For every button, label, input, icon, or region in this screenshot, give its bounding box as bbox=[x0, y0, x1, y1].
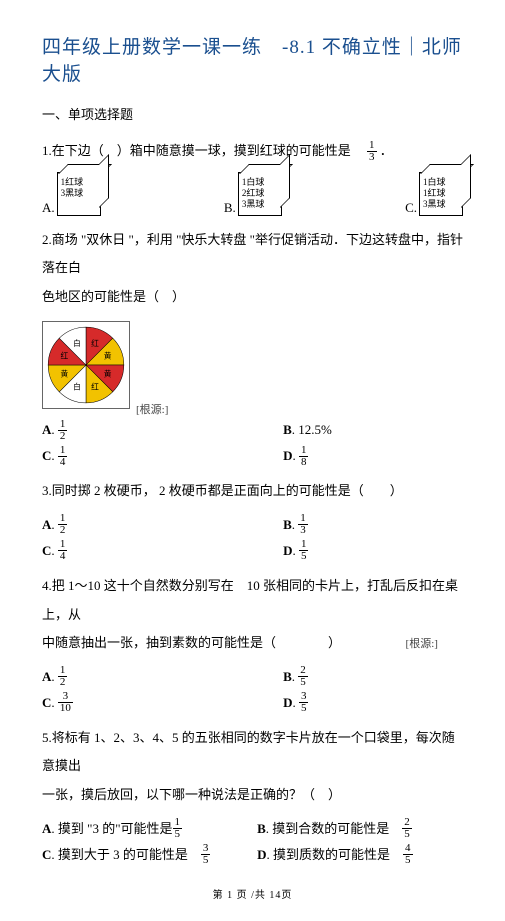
page-footer: 第 1 页 /共 14页 bbox=[42, 886, 463, 901]
q4-options: A. 12 B. 25 C. 310 D. 35 bbox=[42, 664, 463, 716]
q5-line2: 一张，摸后放回，以下哪一种说法是正确的？（ ） bbox=[42, 781, 463, 810]
svg-text:白: 白 bbox=[73, 338, 81, 348]
q1-option-b: B. 1白球2红球3黑球 bbox=[224, 172, 282, 216]
question-4: 4.把 1～10 这十个自然数分别写在 10 张相同的卡片上，打乱后反扣在桌上，… bbox=[42, 572, 463, 658]
q5-line1: 5.将标有 1、2、3、4、5 的五张相同的数字卡片放在一个口袋里，每次随意摸出 bbox=[42, 724, 463, 781]
q4-line2: 中随意抽出一张，抽到素数的可能性是（ ） bbox=[42, 635, 335, 650]
spinner-wheel: 红黄黄红白黄红白 bbox=[42, 321, 130, 409]
q4-line1: 4.把 1～10 这十个自然数分别写在 10 张相同的卡片上，打乱后反扣在桌上，… bbox=[42, 572, 463, 629]
q1-option-c: C. 1白球1红球3黑球 bbox=[405, 172, 463, 216]
q2-option-a: A. 12 bbox=[42, 417, 244, 443]
q3-options: A. 12 B. 13 C. 14 D. 15 bbox=[42, 512, 463, 564]
svg-text:红: 红 bbox=[91, 338, 99, 348]
cube-icon: 1白球1红球3黑球 bbox=[419, 172, 463, 216]
q2-option-d: D. 18 bbox=[244, 443, 446, 469]
q4-option-d: D. 35 bbox=[244, 690, 446, 716]
svg-text:黄: 黄 bbox=[104, 369, 112, 379]
question-2: 2.商场 "双休日 "，利用 "快乐大转盘 "举行促销活动．下边这转盘中，指针落… bbox=[42, 226, 463, 312]
q5-options: A. 摸到 "3 的"可能性是15 B. 摸到合数的可能性是 25 C. 摸到大… bbox=[42, 816, 463, 868]
q3-option-c: C. 14 bbox=[42, 538, 244, 564]
q4-option-c: C. 310 bbox=[42, 690, 244, 716]
svg-text:红: 红 bbox=[91, 382, 99, 392]
option-label: C. bbox=[405, 200, 417, 216]
section-heading: 一、单项选择题 bbox=[42, 104, 463, 123]
source-note: [根源:] bbox=[406, 638, 438, 650]
q2-options: A. 12 B. 12.5% C. 14 D. 18 bbox=[42, 417, 463, 469]
cube-icon: 1白球2红球3黑球 bbox=[238, 172, 282, 216]
q1-option-a: A. 1红球3黑球 bbox=[42, 172, 101, 216]
q1-fraction: 13 bbox=[367, 140, 377, 163]
q3-option-b: B. 13 bbox=[244, 512, 446, 538]
q2-option-c: C. 14 bbox=[42, 443, 244, 469]
q1-stem-b: ． bbox=[380, 143, 393, 158]
svg-text:红: 红 bbox=[60, 351, 68, 361]
cube-icon: 1红球3黑球 bbox=[57, 172, 101, 216]
q5-option-d: D. 摸到质数的可能性是 45 bbox=[244, 842, 446, 868]
q2-option-b: B. 12.5% bbox=[244, 417, 446, 443]
q2-line2: 色地区的可能性是（ ） bbox=[42, 283, 463, 312]
q3-option-a: A. 12 bbox=[42, 512, 244, 538]
q4-option-a: A. 12 bbox=[42, 664, 244, 690]
option-label: B. bbox=[224, 200, 236, 216]
q4-option-b: B. 25 bbox=[244, 664, 446, 690]
svg-text:白: 白 bbox=[73, 382, 81, 392]
q5-option-c: C. 摸到大于 3 的可能性是 35 bbox=[42, 842, 244, 868]
q5-option-b: B. 摸到合数的可能性是 25 bbox=[244, 816, 446, 842]
svg-text:黄: 黄 bbox=[60, 369, 68, 379]
q2-line1: 2.商场 "双休日 "，利用 "快乐大转盘 "举行促销活动．下边这转盘中，指针落… bbox=[42, 226, 463, 283]
q1-options: A. 1红球3黑球 B. 1白球2红球3黑球 C. 1白球1红球3黑球 bbox=[42, 172, 463, 216]
q5-option-a: A. 摸到 "3 的"可能性是15 bbox=[42, 816, 244, 842]
q3-option-d: D. 15 bbox=[244, 538, 446, 564]
wheel-icon: 红黄黄红白黄红白 bbox=[43, 322, 129, 408]
page-title: 四年级上册数学一课一练 -8.1 不确立性｜北师大版 bbox=[42, 32, 463, 86]
option-label: A. bbox=[42, 200, 55, 216]
source-note: [根源:] bbox=[136, 401, 168, 417]
svg-text:黄: 黄 bbox=[104, 351, 112, 361]
q1-stem-a: 1.在下边（ ）箱中随意摸一球，摸到红球的可能性是 bbox=[42, 143, 364, 158]
question-3: 3.同时掷 2 枚硬币， 2 枚硬币都是正面向上的可能性是（ ） bbox=[42, 477, 463, 506]
question-5: 5.将标有 1、2、3、4、5 的五张相同的数字卡片放在一个口袋里，每次随意摸出… bbox=[42, 724, 463, 810]
